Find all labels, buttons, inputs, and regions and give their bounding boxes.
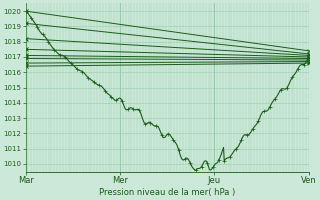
X-axis label: Pression niveau de la mer( hPa ): Pression niveau de la mer( hPa )	[99, 188, 235, 197]
